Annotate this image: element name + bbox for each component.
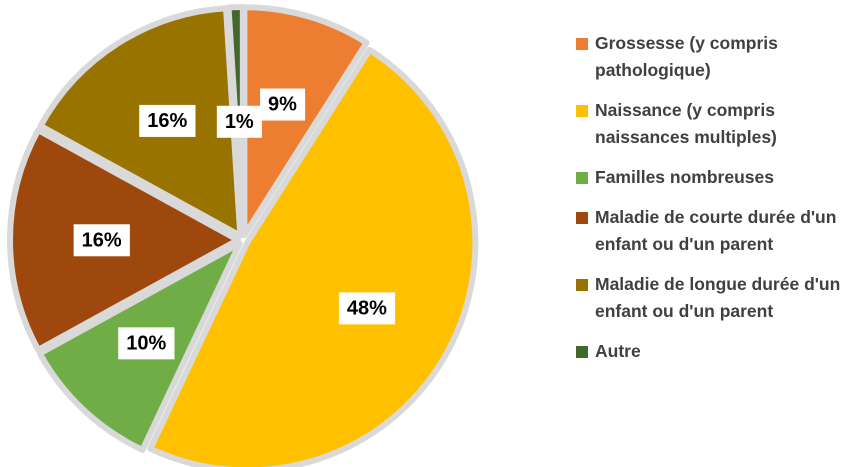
data-label: 1% (216, 105, 262, 138)
data-label: 10% (118, 327, 175, 360)
legend-label: Maladie de longue durée d'un enfant ou d… (595, 274, 841, 321)
data-label: 16% (139, 104, 196, 137)
legend-label: Familles nombreuses (595, 167, 774, 187)
data-label-text: 16% (147, 110, 187, 132)
pie-slice (147, 46, 479, 467)
data-label-box (259, 88, 306, 121)
data-label: 9% (259, 88, 306, 121)
data-label-box (139, 104, 196, 137)
data-label-box (216, 105, 262, 138)
data-label-text: 10% (126, 332, 166, 354)
legend-item: Familles nombreuses (576, 164, 863, 191)
data-label-text: 1% (225, 111, 254, 133)
data-label: 16% (73, 224, 130, 257)
legend-label: Maladie de courte durée d'un enfant ou d… (595, 207, 837, 254)
pie-area: 9% 48% 10% 16% 16% 1% (7, 4, 479, 467)
legend-swatch (576, 346, 588, 358)
legend-label: Naissance (y compris naissances multiple… (595, 100, 777, 147)
data-label-text: 9% (268, 94, 297, 116)
data-label-box (338, 292, 396, 325)
legend-swatch (576, 38, 588, 50)
legend-item: Maladie de longue durée d'un enfant ou d… (576, 271, 863, 325)
legend-item: Grossesse (y compris pathologique) (576, 30, 863, 84)
data-label-text: 48% (347, 297, 387, 319)
legend-label: Autre (595, 341, 641, 361)
legend-swatch (576, 279, 588, 291)
data-label-box (118, 327, 175, 360)
legend-swatch (576, 212, 588, 224)
legend-item: Autre (576, 338, 863, 365)
legend-swatch (576, 105, 588, 117)
data-label-box (73, 224, 130, 257)
legend-label: Grossesse (y compris pathologique) (595, 33, 778, 80)
legend: Grossesse (y compris pathologique) Naissa… (576, 30, 868, 378)
legend-item: Maladie de courte durée d'un enfant ou d… (576, 204, 863, 258)
legend-swatch (576, 172, 588, 184)
data-label-text: 16% (82, 229, 122, 251)
data-label: 48% (338, 292, 396, 325)
pie-slice (241, 4, 370, 239)
legend-item: Naissance (y compris naissances multiple… (576, 97, 863, 151)
